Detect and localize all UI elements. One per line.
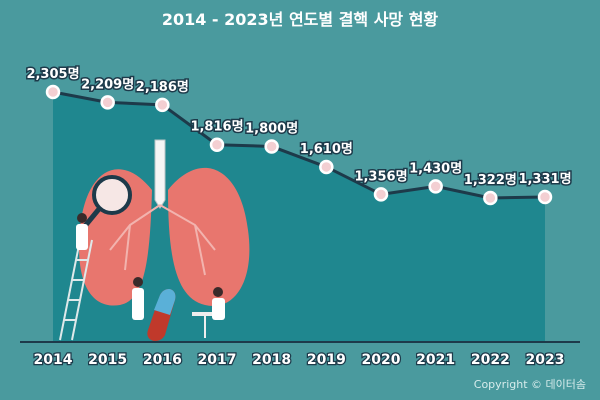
series-line: [52, 90, 546, 200]
data-point: [483, 190, 498, 206]
x-tick-label: 2017: [198, 352, 237, 368]
bronchi: [109, 204, 216, 276]
data-label: 1,800명: [245, 120, 298, 136]
lungs-illustration: [59, 139, 250, 342]
x-tick-label: 2015: [88, 352, 127, 368]
x-tick-label: 2022: [471, 352, 510, 368]
data-label: 2,186명: [136, 79, 189, 95]
x-tick-label: 2018: [252, 352, 291, 368]
data-label: 1,322명: [464, 172, 517, 188]
data-label: 2,209명: [81, 76, 134, 92]
data-point: [264, 139, 279, 154]
chart-title: 2014 - 2023년 연도별 결핵 사망 현황: [161, 10, 439, 29]
area-layer: [53, 92, 545, 342]
copyright-text: Copyright © 데이터솜: [473, 378, 586, 391]
data-label: 2,305명: [26, 66, 79, 82]
x-tick-label: 2020: [362, 352, 401, 368]
scientist-at-desk: [192, 287, 225, 338]
data-label: 1,356명: [354, 168, 407, 184]
capsule-pill-top: [154, 288, 176, 315]
line-layer: [52, 90, 546, 200]
x-tick-label: 2023: [526, 352, 565, 368]
data-point: [428, 179, 443, 194]
data-label: 1,430명: [409, 160, 462, 176]
data-label: 1,816명: [190, 119, 243, 135]
magnifier-icon: [83, 175, 132, 228]
data-point: [155, 97, 170, 113]
ladder: [59, 239, 93, 341]
data-point: [209, 137, 225, 152]
x-tick-label: 2016: [143, 352, 182, 368]
data-point: [319, 159, 334, 175]
area-fill: [53, 92, 545, 342]
data-point: [45, 84, 61, 100]
x-tick-layer: 2014 2015 2016 2017 2018 2019 2020 2021 2022 2023: [32, 351, 565, 370]
trachea: [154, 139, 166, 209]
data-label: 1,610명: [300, 141, 353, 157]
doctor-figure: [132, 277, 144, 320]
x-tick-label: 2019: [307, 352, 346, 368]
x-tick-label: 2021: [416, 352, 455, 368]
x-tick-label: 2014: [34, 352, 73, 368]
data-point: [373, 187, 389, 202]
data-label: 1,331명: [518, 171, 571, 187]
doctor-figure: [76, 213, 88, 250]
right-lung: [168, 167, 250, 306]
data-point: [537, 189, 553, 205]
marker-layer: [45, 84, 553, 206]
data-point: [100, 95, 115, 110]
